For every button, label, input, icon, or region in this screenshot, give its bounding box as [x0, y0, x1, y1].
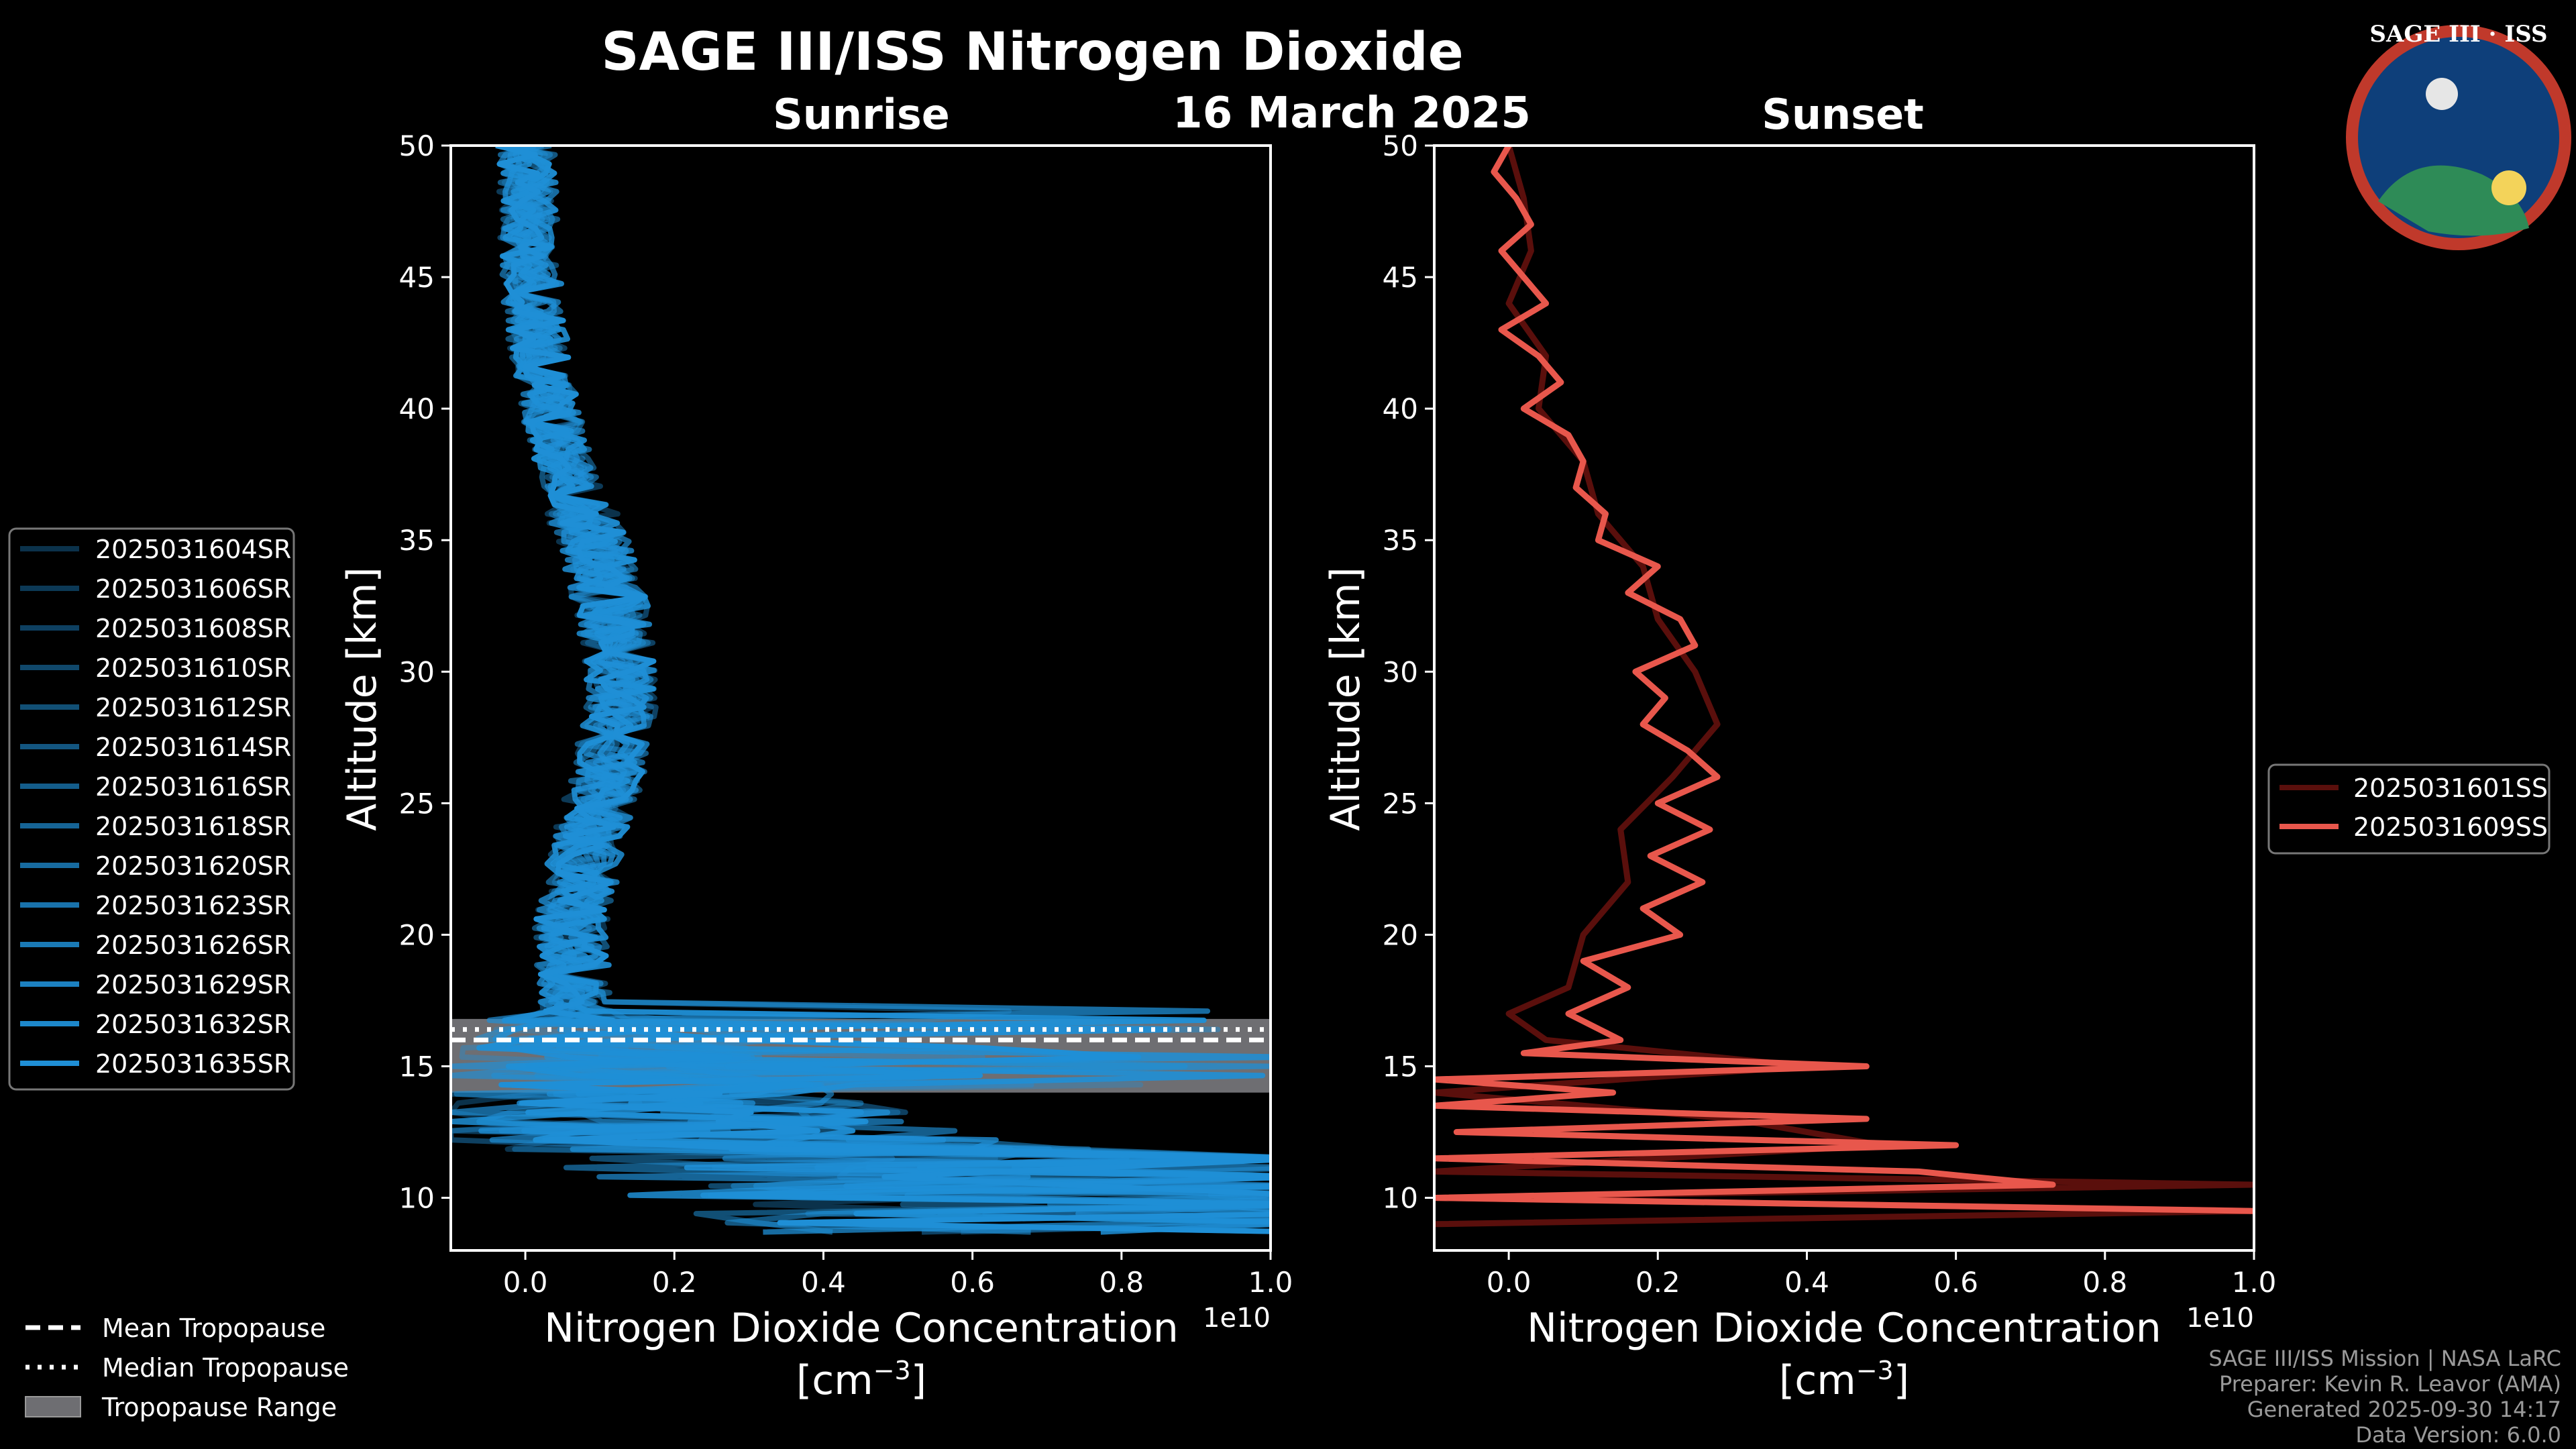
sunrise-legend-label: 2025031616SR [95, 772, 291, 802]
sunset-ylabel: Altitude [km] [1322, 567, 1369, 831]
sunrise-ytick-label: 40 [399, 392, 435, 425]
sunrise-xtick-label: 1.0 [1248, 1266, 1293, 1299]
figure-date: 16 March 2025 [1173, 89, 1531, 138]
sunrise-legend-label: 2025031608SR [95, 614, 291, 643]
sunset-xtick-label: 0.0 [1487, 1266, 1532, 1299]
sunset-ytick-label: 20 [1383, 918, 1418, 951]
sunset-ytick-label: 40 [1383, 392, 1418, 425]
sunrise-legend-label: 2025031632SR [95, 1010, 291, 1039]
sunset-ytick-label: 15 [1383, 1051, 1418, 1083]
median-tropopause-label: Median Tropopause [102, 1353, 349, 1383]
sunset-ytick-label: 50 [1383, 129, 1418, 162]
logo-moon-icon [2426, 78, 2458, 110]
sunset-xtick-label: 0.4 [1784, 1266, 1829, 1299]
sunset-ytick-label: 45 [1383, 261, 1418, 294]
sunrise-ytick-label: 25 [399, 787, 435, 820]
sunrise-ylabel: Altitude [km] [339, 567, 386, 831]
sunset-legend-label: 2025031601SS [2353, 773, 2548, 803]
sunrise-xlabel-unit: [cm−3] [796, 1356, 926, 1404]
sunset-ticks: 0.0 0.2 0.4 0.6 0.8 1.0 10 15 20 25 30 35 40 45 50 [1383, 129, 2277, 1299]
sunrise-legend-label: 2025031629SR [95, 970, 291, 1000]
sunset-xtick-label: 0.8 [2082, 1266, 2127, 1299]
tropopause-legend: Mean Tropopause Median Tropopause Tropop… [25, 1313, 349, 1422]
sunrise-xtick-label: 0.8 [1099, 1266, 1144, 1299]
sunrise-ticks: 0.0 0.2 0.4 0.6 0.8 1.0 10 15 20 25 30 35 40 45 50 [399, 129, 1293, 1299]
sunset-legend-label: 2025031609SS [2353, 812, 2548, 842]
sunset-xtick-label: 1.0 [2232, 1266, 2277, 1299]
sunset-xlabel: Nitrogen Dioxide Concentration [1527, 1305, 2161, 1352]
sunset-panel-title: Sunset [1762, 90, 1924, 139]
sunset-xtick-label: 0.6 [1933, 1266, 1978, 1299]
sunrise-xtick-label: 0.0 [503, 1266, 548, 1299]
sunrise-ytick-label: 20 [399, 918, 435, 951]
sunrise-ytick-label: 15 [399, 1051, 435, 1083]
credits: SAGE III/ISS Mission | NASA LaRC Prepare… [2208, 1346, 2561, 1448]
tropopause-range-swatch [25, 1396, 81, 1417]
sunset-panel: Sunset 0.0 0.2 0.4 0.6 0.8 1.0 10 15 20 25 30 35 40 4… [1322, 90, 2276, 1404]
sunrise-legend-label: 2025031612SR [95, 693, 291, 722]
sunset-profile-2025031601SS [1434, 146, 2254, 1228]
sunrise-panel-title: Sunrise [773, 90, 950, 139]
sunrise-axes-frame [449, 144, 1272, 1252]
sunset-xtick-label: 0.2 [1635, 1266, 1680, 1299]
sunrise-xtick-label: 0.6 [950, 1266, 995, 1299]
sunrise-legend-label: 2025031620SR [95, 851, 291, 881]
sunset-xlabel-unit: [cm−3] [1779, 1356, 1909, 1404]
sunrise-ytick-label: 50 [399, 129, 435, 162]
credit-preparer: Preparer: Kevin R. Leavor (AMA) [2219, 1371, 2561, 1397]
sunrise-legend-label: 2025031610SR [95, 653, 291, 683]
logo-earth-shape [2378, 165, 2529, 236]
sunrise-xtick-label: 0.2 [652, 1266, 697, 1299]
sunset-ytick-label: 30 [1383, 655, 1418, 688]
credit-data-version: Data Version: 6.0.0 [2355, 1422, 2561, 1448]
sunrise-legend-label: 2025031623SR [95, 891, 291, 920]
sunset-axes-frame [1433, 144, 2255, 1252]
sunrise-profile-2025031635SR [495, 146, 1271, 1234]
sunrise-ytick-label: 30 [399, 655, 435, 688]
sunset-plot-area [1434, 146, 2254, 1228]
sunset-legend: 2025031601SS 2025031609SS [2267, 763, 2551, 855]
sunrise-xlabel: Nitrogen Dioxide Concentration [544, 1305, 1179, 1352]
sunrise-panel: Sunrise 0.0 0.2 0.4 0.6 0.8 1.0 10 15 20 25 30 35 40… [339, 90, 1293, 1404]
sunrise-ytick-label: 35 [399, 524, 435, 557]
sunset-ytick-label: 10 [1383, 1182, 1418, 1215]
sunrise-ytick-label: 10 [399, 1182, 435, 1215]
sunrise-xtick-label: 0.4 [801, 1266, 846, 1299]
sunrise-x-scale: 1e10 [1203, 1303, 1271, 1334]
sunrise-plot-area [451, 146, 1271, 1235]
figure-title: SAGE III/ISS Nitrogen Dioxide [601, 22, 1463, 83]
sunrise-legend-label: 2025031626SR [95, 930, 291, 960]
tropopause-range-label: Tropopause Range [101, 1393, 337, 1422]
sunrise-legend-label: 2025031614SR [95, 733, 291, 762]
sunrise-legend-box [8, 527, 295, 1091]
sunrise-legend-label: 2025031635SR [95, 1049, 291, 1079]
sunrise-legend-label: 2025031618SR [95, 812, 291, 841]
credit-mission: SAGE III/ISS Mission | NASA LaRC [2208, 1346, 2561, 1371]
sunset-ytick-label: 35 [1383, 524, 1418, 557]
mission-logo: SAGE III · ISS [2346, 21, 2571, 250]
sunrise-ytick-label: 45 [399, 261, 435, 294]
sunset-x-scale: 1e10 [2186, 1303, 2254, 1334]
sunrise-legend-label: 2025031606SR [95, 574, 291, 604]
credit-generated: Generated 2025-09-30 14:17 [2247, 1397, 2561, 1422]
sunset-profile-2025031609SS [1434, 146, 2254, 1214]
mean-tropopause-label: Mean Tropopause [102, 1313, 325, 1343]
logo-text: SAGE III · ISS [2369, 21, 2547, 48]
sunrise-legend-label: 2025031604SR [95, 535, 291, 564]
sunset-legend-box [2267, 763, 2551, 855]
sunrise-legend: 2025031604SR 2025031606SR 2025031608SR 2025… [8, 527, 295, 1091]
sunset-ytick-label: 25 [1383, 787, 1418, 820]
logo-sun-icon [2491, 170, 2526, 205]
